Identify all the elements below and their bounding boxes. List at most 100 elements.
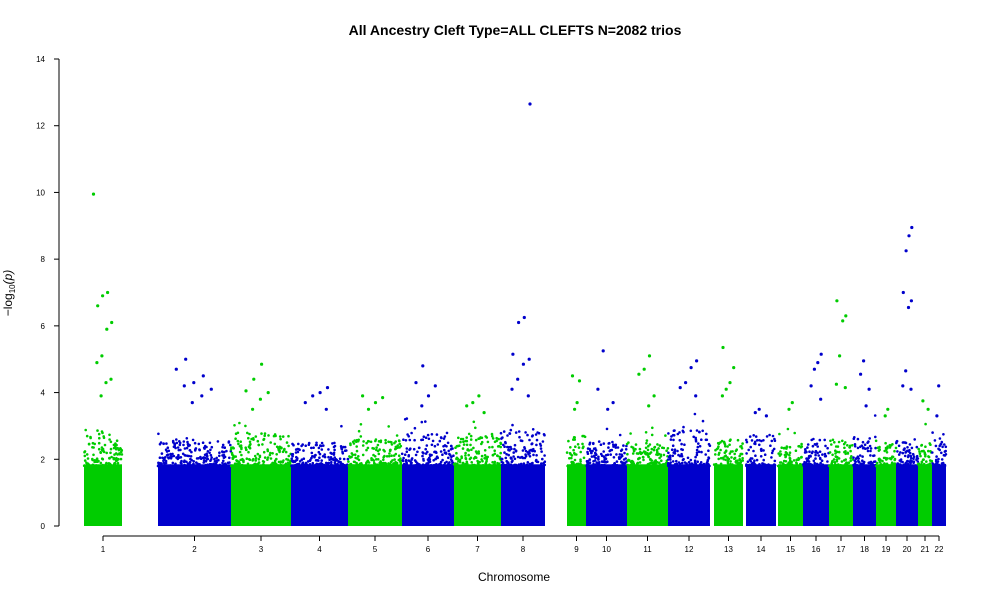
x-axis-label: Chromosome — [478, 570, 550, 584]
x-tick-label-15: 15 — [786, 545, 795, 554]
chromosome-11-top-point — [647, 404, 651, 408]
chromosome-1-top-point — [106, 290, 110, 295]
x-tick-label-2: 2 — [192, 545, 197, 554]
chromosome-18-top-point — [867, 387, 871, 391]
chromosome-7-top-point — [465, 404, 469, 408]
chromosome-5-top-point — [361, 394, 365, 398]
chromosome-2-top-point — [184, 357, 188, 361]
chromosome-10-points — [585, 349, 629, 526]
chromosome-4-top-point — [325, 386, 330, 390]
svg-text:−log10(p): −log10(p) — [1, 270, 17, 317]
x-tick-label-11: 11 — [643, 545, 652, 554]
chromosome-20-top-point — [901, 384, 905, 388]
chromosome-18-top-point — [859, 372, 863, 376]
chromosome-20-top-point — [907, 234, 911, 238]
chromosome-11-top-point — [647, 354, 652, 358]
data-points — [82, 102, 948, 526]
chromosome-16-top-point — [819, 397, 823, 401]
chromosome-8-dense-band — [501, 464, 545, 526]
chromosome-2-top-point — [182, 384, 186, 388]
chromosome-18-dense-band — [853, 464, 876, 526]
chromosome-7-points — [452, 394, 503, 526]
chromosome-14-top-point — [764, 414, 769, 418]
chromosome-3-top-point — [266, 391, 270, 395]
chromosome-6-top-point — [421, 364, 425, 368]
chromosome-3-top-point — [258, 397, 262, 401]
chromosome-20-points — [895, 225, 920, 526]
chromosome-19-top-point — [886, 407, 890, 411]
chromosome-9-top-point — [577, 379, 582, 383]
chromosome-8-top-point — [510, 387, 514, 391]
chromosome-6-top-point — [433, 384, 437, 388]
chromosome-12-top-point — [689, 366, 693, 370]
chromosome-3-top-point — [244, 389, 248, 393]
chromosome-5-top-point — [366, 407, 371, 411]
chromosome-14-top-point — [753, 411, 757, 415]
chromosome-8-points — [499, 102, 547, 526]
x-tick-label-10: 10 — [602, 545, 611, 554]
chromosome-20-top-point — [909, 387, 913, 391]
y-tick-label-4: 4 — [41, 389, 46, 398]
x-tick-label-12: 12 — [685, 545, 694, 554]
chromosome-2-top-point — [201, 374, 205, 378]
chromosome-11-top-point — [637, 372, 641, 376]
chromosome-20-dense-band — [896, 464, 918, 526]
chromosome-3-points — [229, 362, 293, 526]
chromosome-5-points — [347, 394, 403, 526]
chromosome-14-points — [745, 407, 777, 526]
chromosome-5-top-point — [381, 396, 385, 400]
chromosome-1-top-point — [105, 327, 109, 331]
x-tick-label-8: 8 — [521, 545, 526, 554]
chromosome-11-top-point — [652, 394, 656, 398]
chromosome-12-dense-band — [668, 464, 710, 526]
chromosome-6-top-point — [414, 381, 418, 385]
chromosome-16-dense-band — [803, 464, 829, 526]
chart-title: All Ancestry Cleft Type=ALL CLEFTS N=208… — [349, 22, 682, 38]
chromosome-17-top-point — [838, 354, 842, 358]
chromosome-21-top-point — [926, 407, 930, 411]
chromosome-16-top-point — [816, 361, 820, 365]
chromosome-17-dense-band — [829, 464, 853, 526]
chromosome-4-dense-band — [291, 464, 348, 526]
chromosome-12-points — [666, 359, 712, 526]
chromosome-13-top-point — [721, 345, 725, 350]
x-tick-label-20: 20 — [903, 545, 912, 554]
chromosome-3-top-point — [252, 377, 256, 381]
chromosome-14-top-point — [757, 407, 761, 411]
chromosome-16-top-point — [809, 384, 813, 388]
y-axis-label-tail: (p) — [1, 270, 15, 285]
chromosome-17-top-point — [841, 319, 845, 323]
x-tick-label-17: 17 — [837, 545, 846, 554]
chromosome-1-top-point — [101, 294, 105, 298]
y-tick-label-2: 2 — [41, 455, 46, 464]
chromosome-7-dense-band — [454, 464, 501, 526]
chromosome-10-dense-band — [586, 464, 627, 526]
chromosome-6-top-point — [420, 404, 424, 408]
x-tick-label-21: 21 — [921, 545, 930, 554]
chromosome-8-top-point — [526, 394, 530, 398]
chromosome-19-dense-band — [876, 464, 896, 526]
chromosome-21-top-point — [921, 399, 925, 403]
x-tick-label-13: 13 — [724, 545, 733, 554]
chromosome-21-points — [916, 399, 934, 526]
y-tick-label-12: 12 — [36, 122, 45, 131]
chromosome-18-top-point — [862, 359, 866, 363]
chromosome-21-dense-band — [918, 464, 932, 526]
chromosome-22-dense-band — [932, 464, 946, 526]
chromosome-1-top-point — [110, 320, 114, 325]
chromosome-2-top-point — [200, 394, 204, 398]
chromosome-9-top-point — [570, 374, 575, 378]
chromosome-4-top-point — [311, 394, 315, 398]
chromosome-1-top-point — [109, 377, 113, 381]
chromosome-4-top-point — [303, 401, 307, 405]
chromosome-2-top-point — [190, 401, 194, 405]
chromosome-3-top-point — [251, 407, 255, 411]
chromosome-12-top-point — [684, 381, 688, 385]
y-axis: 0 2 4 6 8 10 12 14 — [36, 55, 60, 531]
chromosome-2-points — [156, 357, 233, 526]
chromosome-2-top-point — [192, 381, 196, 385]
chromosome-13-top-point — [732, 366, 736, 370]
x-tick-label-5: 5 — [373, 545, 378, 554]
chromosome-14-dense-band — [746, 464, 776, 526]
x-tick-label-6: 6 — [426, 545, 431, 554]
